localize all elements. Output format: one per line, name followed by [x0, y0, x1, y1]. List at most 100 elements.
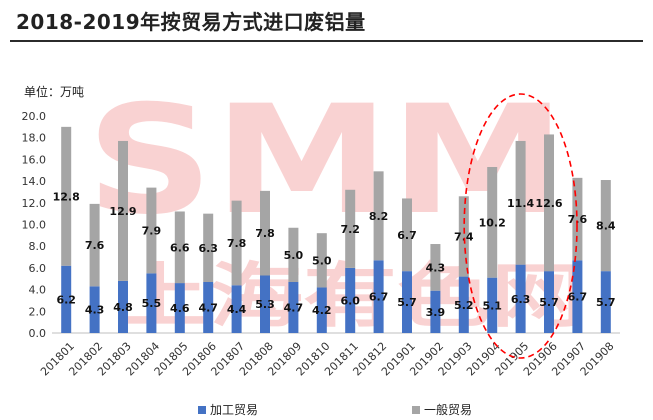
- bar-general: [231, 200, 242, 286]
- y-tick-label: 20.0: [22, 110, 47, 123]
- bar-general: [118, 140, 128, 281]
- data-label-processing: 4.4: [227, 303, 247, 316]
- bar-processing: [515, 264, 526, 333]
- data-label-processing: 5.7: [539, 296, 559, 309]
- data-label-processing: 4.7: [284, 302, 304, 315]
- data-label-general: 7.8: [227, 237, 247, 250]
- data-label-general: 12.8: [53, 190, 80, 203]
- bar-processing: [118, 280, 128, 333]
- bar-general: [174, 211, 185, 284]
- legend-item-general: 一般贸易: [412, 401, 472, 418]
- legend-label-processing: 加工贸易: [210, 403, 259, 417]
- y-tick-label: 12.0: [22, 197, 47, 210]
- data-label-processing: 4.8: [113, 301, 133, 314]
- data-label-processing: 6.7: [568, 291, 588, 304]
- y-tick-label: 6.0: [29, 262, 47, 275]
- y-tick-label: 16.0: [22, 153, 47, 166]
- bar-general: [487, 166, 498, 278]
- legend-item-processing: 加工贸易: [198, 401, 258, 418]
- bar-general: [203, 213, 214, 283]
- y-tick-label: 0.0: [29, 327, 47, 340]
- bar-processing: [373, 260, 384, 333]
- bar-general: [430, 244, 441, 291]
- y-tick-label: 10.0: [22, 219, 47, 232]
- data-label-processing: 5.3: [255, 298, 275, 311]
- data-label-processing: 5.2: [454, 299, 474, 312]
- bar-processing: [572, 260, 583, 333]
- watermark-logo-text: SMM: [86, 74, 566, 248]
- data-label-processing: 4.3: [85, 304, 105, 317]
- data-label-processing: 5.7: [596, 296, 616, 309]
- legend-label-general: 一般贸易: [424, 403, 473, 417]
- data-label-general: 12.9: [109, 205, 136, 218]
- bar-processing: [544, 271, 554, 333]
- bar-general: [89, 203, 100, 287]
- data-label-processing: 4.6: [170, 302, 190, 315]
- bar-processing: [487, 277, 498, 333]
- data-label-processing: 5.7: [397, 296, 417, 309]
- legend-swatch-general: [412, 405, 420, 414]
- bar-general: [572, 177, 583, 261]
- data-label-processing: 6.3: [511, 293, 531, 306]
- unit-label: 单位：万吨: [24, 85, 85, 99]
- data-label-general: 4.3: [426, 261, 446, 274]
- data-label-general: 7.9: [142, 224, 162, 237]
- data-label-processing: 4.2: [312, 304, 332, 317]
- title-divider: [10, 40, 643, 42]
- data-label-general: 7.4: [454, 230, 474, 243]
- bar-general: [373, 171, 384, 261]
- data-label-processing: 6.2: [56, 293, 76, 306]
- bar-processing: [600, 271, 611, 333]
- bar-general: [260, 190, 270, 276]
- data-label-processing: 5.1: [482, 299, 502, 312]
- bar-general: [146, 187, 157, 274]
- bar-processing: [203, 282, 214, 333]
- y-tick-label: 4.0: [29, 284, 47, 297]
- bar-general: [61, 126, 72, 266]
- bar-processing: [458, 276, 469, 333]
- bar-processing: [146, 273, 157, 333]
- data-label-processing: 6.0: [340, 294, 360, 307]
- data-label-general: 6.7: [397, 229, 417, 242]
- highlight-ellipse: [463, 93, 578, 359]
- bar-general: [345, 189, 356, 268]
- bar-processing: [260, 275, 270, 333]
- data-label-processing: 5.5: [142, 297, 162, 310]
- bar-processing: [316, 287, 327, 333]
- data-label-general: 7.6: [568, 213, 588, 226]
- y-tick-label: 18.0: [22, 132, 47, 145]
- data-label-general: 7.8: [255, 227, 275, 240]
- bar-general: [458, 196, 469, 277]
- bar-general: [544, 134, 554, 272]
- data-label-general: 7.6: [85, 239, 105, 252]
- y-tick-label: 8.0: [29, 240, 47, 253]
- bar-processing: [231, 285, 242, 333]
- data-label-general: 5.0: [284, 249, 304, 262]
- bar-processing: [61, 265, 72, 333]
- data-label-general: 11.4: [507, 197, 534, 210]
- data-label-general: 6.6: [170, 241, 190, 254]
- bar-processing: [89, 286, 100, 333]
- bar-general: [600, 180, 611, 272]
- bar-processing: [402, 271, 412, 333]
- y-tick-label: 14.0: [22, 175, 47, 188]
- data-label-general: 6.3: [198, 242, 218, 255]
- bar-processing: [430, 290, 441, 333]
- bar-processing: [288, 282, 299, 333]
- data-label-general: 8.2: [369, 210, 389, 223]
- bar-general: [288, 227, 299, 283]
- bar-processing: [174, 283, 185, 333]
- legend-swatch-processing: [198, 405, 206, 414]
- bar-general: [402, 198, 412, 272]
- data-label-processing: 6.7: [369, 291, 389, 304]
- data-label-general: 10.2: [479, 216, 506, 229]
- data-label-general: 12.6: [535, 197, 562, 210]
- chart-title: 2018-2019年按贸易方式进口废铝量: [16, 10, 366, 34]
- bar-general: [316, 233, 327, 288]
- data-label-general: 8.4: [596, 220, 616, 233]
- bar-processing: [345, 267, 356, 333]
- data-label-general: 7.2: [340, 223, 360, 236]
- data-label-general: 5.0: [312, 254, 332, 267]
- data-label-processing: 4.7: [198, 302, 218, 315]
